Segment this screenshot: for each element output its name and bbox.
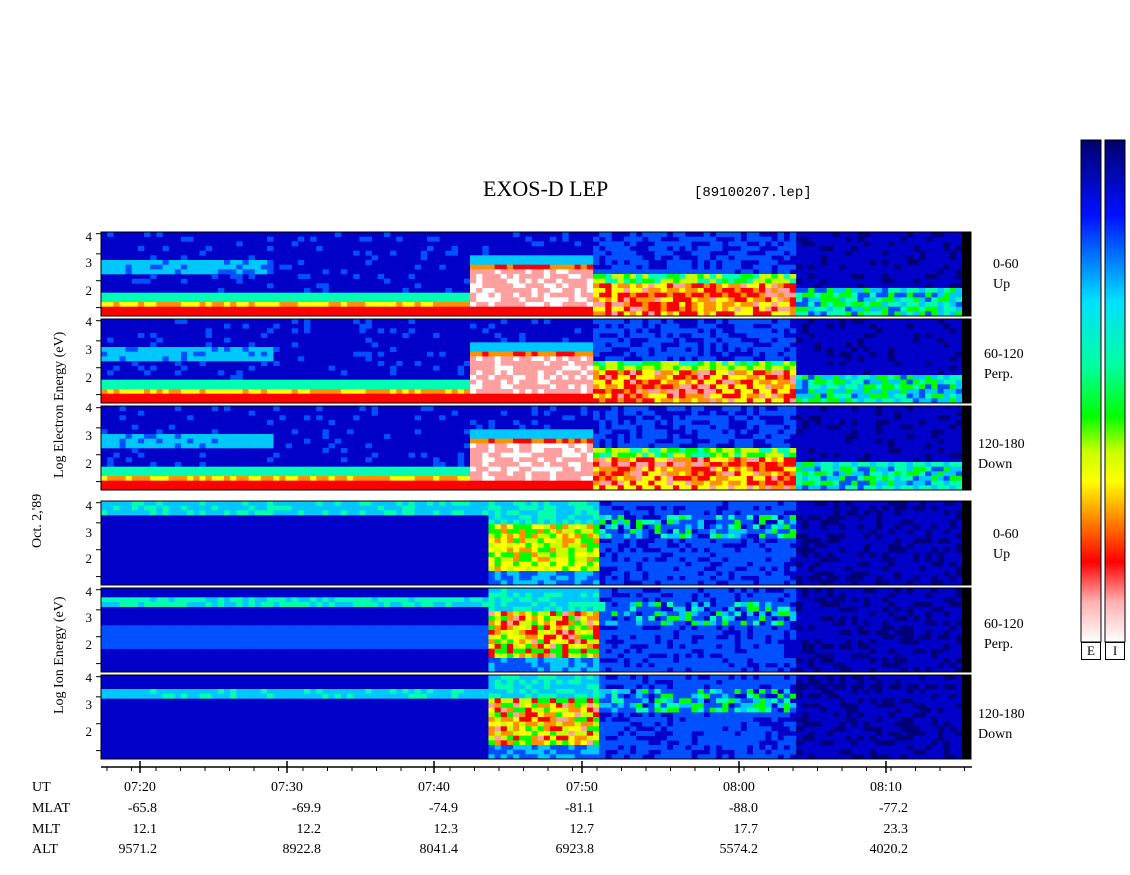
- spectrogram-panel: [96, 231, 972, 317]
- row-label-mlat: MLAT: [32, 801, 71, 816]
- y-tick: 3: [85, 610, 93, 625]
- x-tick-label: 07:30: [271, 780, 303, 795]
- panel-label-angle: 0-60: [993, 257, 1019, 272]
- x-tick-label: 08:00: [723, 780, 755, 795]
- panel-label-angle: 120-180: [978, 707, 1025, 722]
- x-tick-label: 07:50: [566, 780, 598, 795]
- panel-label-dir: Up: [993, 547, 1011, 562]
- spectrogram-panel: [96, 405, 972, 491]
- y-tick: 3: [85, 342, 93, 357]
- x-tick-label: 08:10: [870, 780, 902, 795]
- electron-y-axis-label: Log Electron Energy (eV): [52, 331, 67, 478]
- file-name: [89100207.lep]: [694, 185, 812, 201]
- alt-value: 9571.2: [118, 842, 158, 857]
- mlt-value: 12.2: [296, 822, 322, 837]
- panel-label-dir: Down: [978, 457, 1013, 472]
- spectrogram-panel: [96, 318, 972, 404]
- mlat-value: -69.9: [291, 801, 321, 816]
- mlt-value: 17.7: [733, 822, 759, 837]
- panel-label-angle: 0-60: [993, 527, 1019, 542]
- y-tick: 4: [85, 498, 93, 513]
- panel-label-dir: Down: [978, 727, 1013, 742]
- y-tick: 2: [85, 370, 93, 385]
- y-tick: 4: [85, 314, 93, 329]
- y-tick: 2: [85, 551, 93, 566]
- y-tick: 3: [85, 697, 93, 712]
- x-tick-label: 07:20: [124, 780, 156, 795]
- alt-value: 5574.2: [719, 842, 759, 857]
- mlt-value: 23.3: [883, 822, 909, 837]
- panel-label-e-up: 0-60 Up: [993, 255, 1019, 295]
- alt-value: 4020.2: [869, 842, 909, 857]
- y-tick: 3: [85, 428, 93, 443]
- y-tick: 3: [85, 255, 93, 270]
- date-label: Oct. 2,'89: [30, 493, 45, 548]
- mlat-value: -77.2: [878, 801, 908, 816]
- panel-label-angle: 60-120: [984, 617, 1024, 632]
- y-tick: 4: [85, 229, 93, 244]
- chart-title: EXOS-D LEP: [483, 176, 609, 201]
- mlat-value: -74.9: [428, 801, 458, 816]
- alt-value: 8922.8: [282, 842, 322, 857]
- y-tick: 2: [85, 724, 93, 739]
- y-tick: 2: [85, 637, 93, 652]
- panel-label-angle: 120-180: [978, 437, 1025, 452]
- mlat-value: -81.1: [564, 801, 594, 816]
- y-tick: 4: [85, 400, 93, 415]
- panel-label-angle: 60-120: [984, 347, 1024, 362]
- spectrogram-panel: [96, 674, 972, 760]
- panel-label-i-perp: 60-120 Perp.: [984, 615, 1024, 655]
- panel-label-dir: Up: [993, 277, 1011, 292]
- panel-label-e-down: 120-180 Down: [978, 435, 1025, 475]
- colorbar-i: [1104, 139, 1126, 643]
- alt-value: 8041.4: [419, 842, 459, 857]
- panel-label-i-up: 0-60 Up: [993, 525, 1019, 565]
- panel-label-dir: Perp.: [984, 637, 1014, 652]
- mlt-value: 12.3: [433, 822, 459, 837]
- y-tick: 2: [85, 283, 93, 298]
- y-tick: 4: [85, 670, 93, 685]
- y-tick: 2: [85, 456, 93, 471]
- mlt-value: 12.1: [132, 822, 158, 837]
- alt-value: 6923.8: [555, 842, 595, 857]
- mlt-value: 12.7: [569, 822, 595, 837]
- colorbar-e: [1080, 139, 1102, 643]
- mlat-value: -88.0: [728, 801, 758, 816]
- mlat-value: -65.8: [127, 801, 157, 816]
- row-label-mlt: MLT: [32, 822, 61, 837]
- colorbar-e-label: E: [1081, 642, 1101, 660]
- panel-label-i-down: 120-180 Down: [978, 705, 1025, 745]
- colorbar-i-label: I: [1105, 642, 1125, 660]
- row-label-ut: UT: [32, 780, 51, 795]
- y-tick: 3: [85, 525, 93, 540]
- ion-y-axis-label: Log Ion Energy (eV): [52, 596, 67, 714]
- panel-label-e-perp: 60-120 Perp.: [984, 345, 1024, 385]
- panel-label-dir: Perp.: [984, 367, 1014, 382]
- row-label-alt: ALT: [32, 842, 58, 857]
- spectrogram-panel: [96, 500, 972, 586]
- spectrogram-panel: [96, 587, 972, 673]
- y-tick: 4: [85, 584, 93, 599]
- x-tick-label: 07:40: [418, 780, 450, 795]
